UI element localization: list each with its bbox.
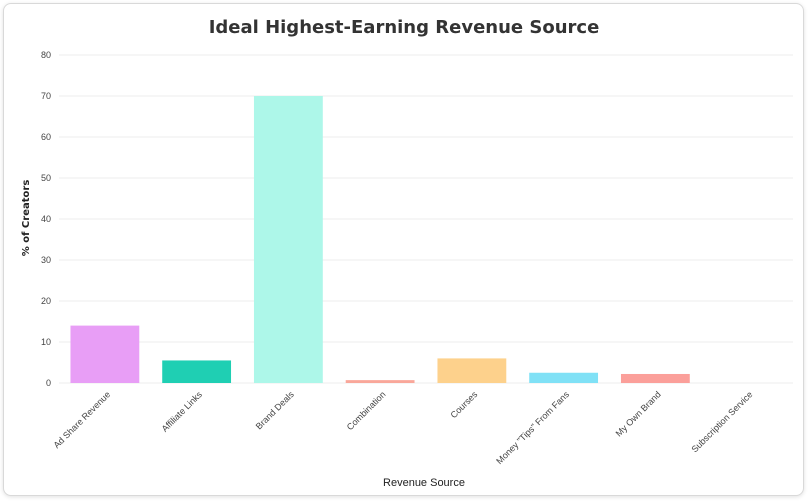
x-tick-label: Subscription Service (689, 389, 754, 454)
y-tick-label: 70 (41, 91, 51, 101)
chart-card: Ideal Highest-Earning Revenue Source 0 10… (3, 3, 804, 496)
y-tick-label: 40 (41, 214, 51, 224)
y-tick-label: 50 (41, 173, 51, 183)
y-axis-label: % of Creators (21, 180, 32, 257)
bar-5 (529, 372, 599, 383)
y-tick-label: 60 (41, 132, 51, 142)
bar-6 (620, 373, 690, 383)
x-tick-label: Money "Tips" From Fans (494, 389, 571, 466)
y-tick-label: 30 (41, 255, 51, 265)
x-tick-label: Courses (449, 389, 480, 420)
bar-2 (253, 96, 323, 383)
bar-1 (162, 360, 232, 383)
y-tick-label: 0 (46, 378, 51, 388)
x-tick-label: Affiliate Links (160, 389, 205, 434)
bar-0 (70, 325, 140, 383)
y-tick-label: 10 (41, 337, 51, 347)
y-tick-label: 20 (41, 296, 51, 306)
x-tick-label: Ad Share Revenue (51, 389, 112, 450)
bar-chart: Ideal Highest-Earning Revenue Source 0 10… (21, 17, 793, 489)
x-axis-ticks: Ad Share Revenue Affiliate Links Brand Dea… (51, 389, 754, 466)
y-tick-label: 80 (41, 50, 51, 60)
x-tick-label: My Own Brand (614, 389, 663, 438)
bar-4 (437, 358, 507, 383)
chart-title: Ideal Highest-Earning Revenue Source (209, 17, 600, 38)
x-axis-label: Revenue Source (383, 477, 465, 489)
y-axis-ticks: 0 10 20 30 40 50 60 70 80 (41, 50, 51, 388)
grid-lines (59, 54, 793, 384)
x-tick-label: Combination (345, 389, 388, 432)
bars (70, 96, 690, 383)
x-tick-label: Brand Deals (254, 389, 296, 431)
bar-3 (345, 380, 415, 383)
